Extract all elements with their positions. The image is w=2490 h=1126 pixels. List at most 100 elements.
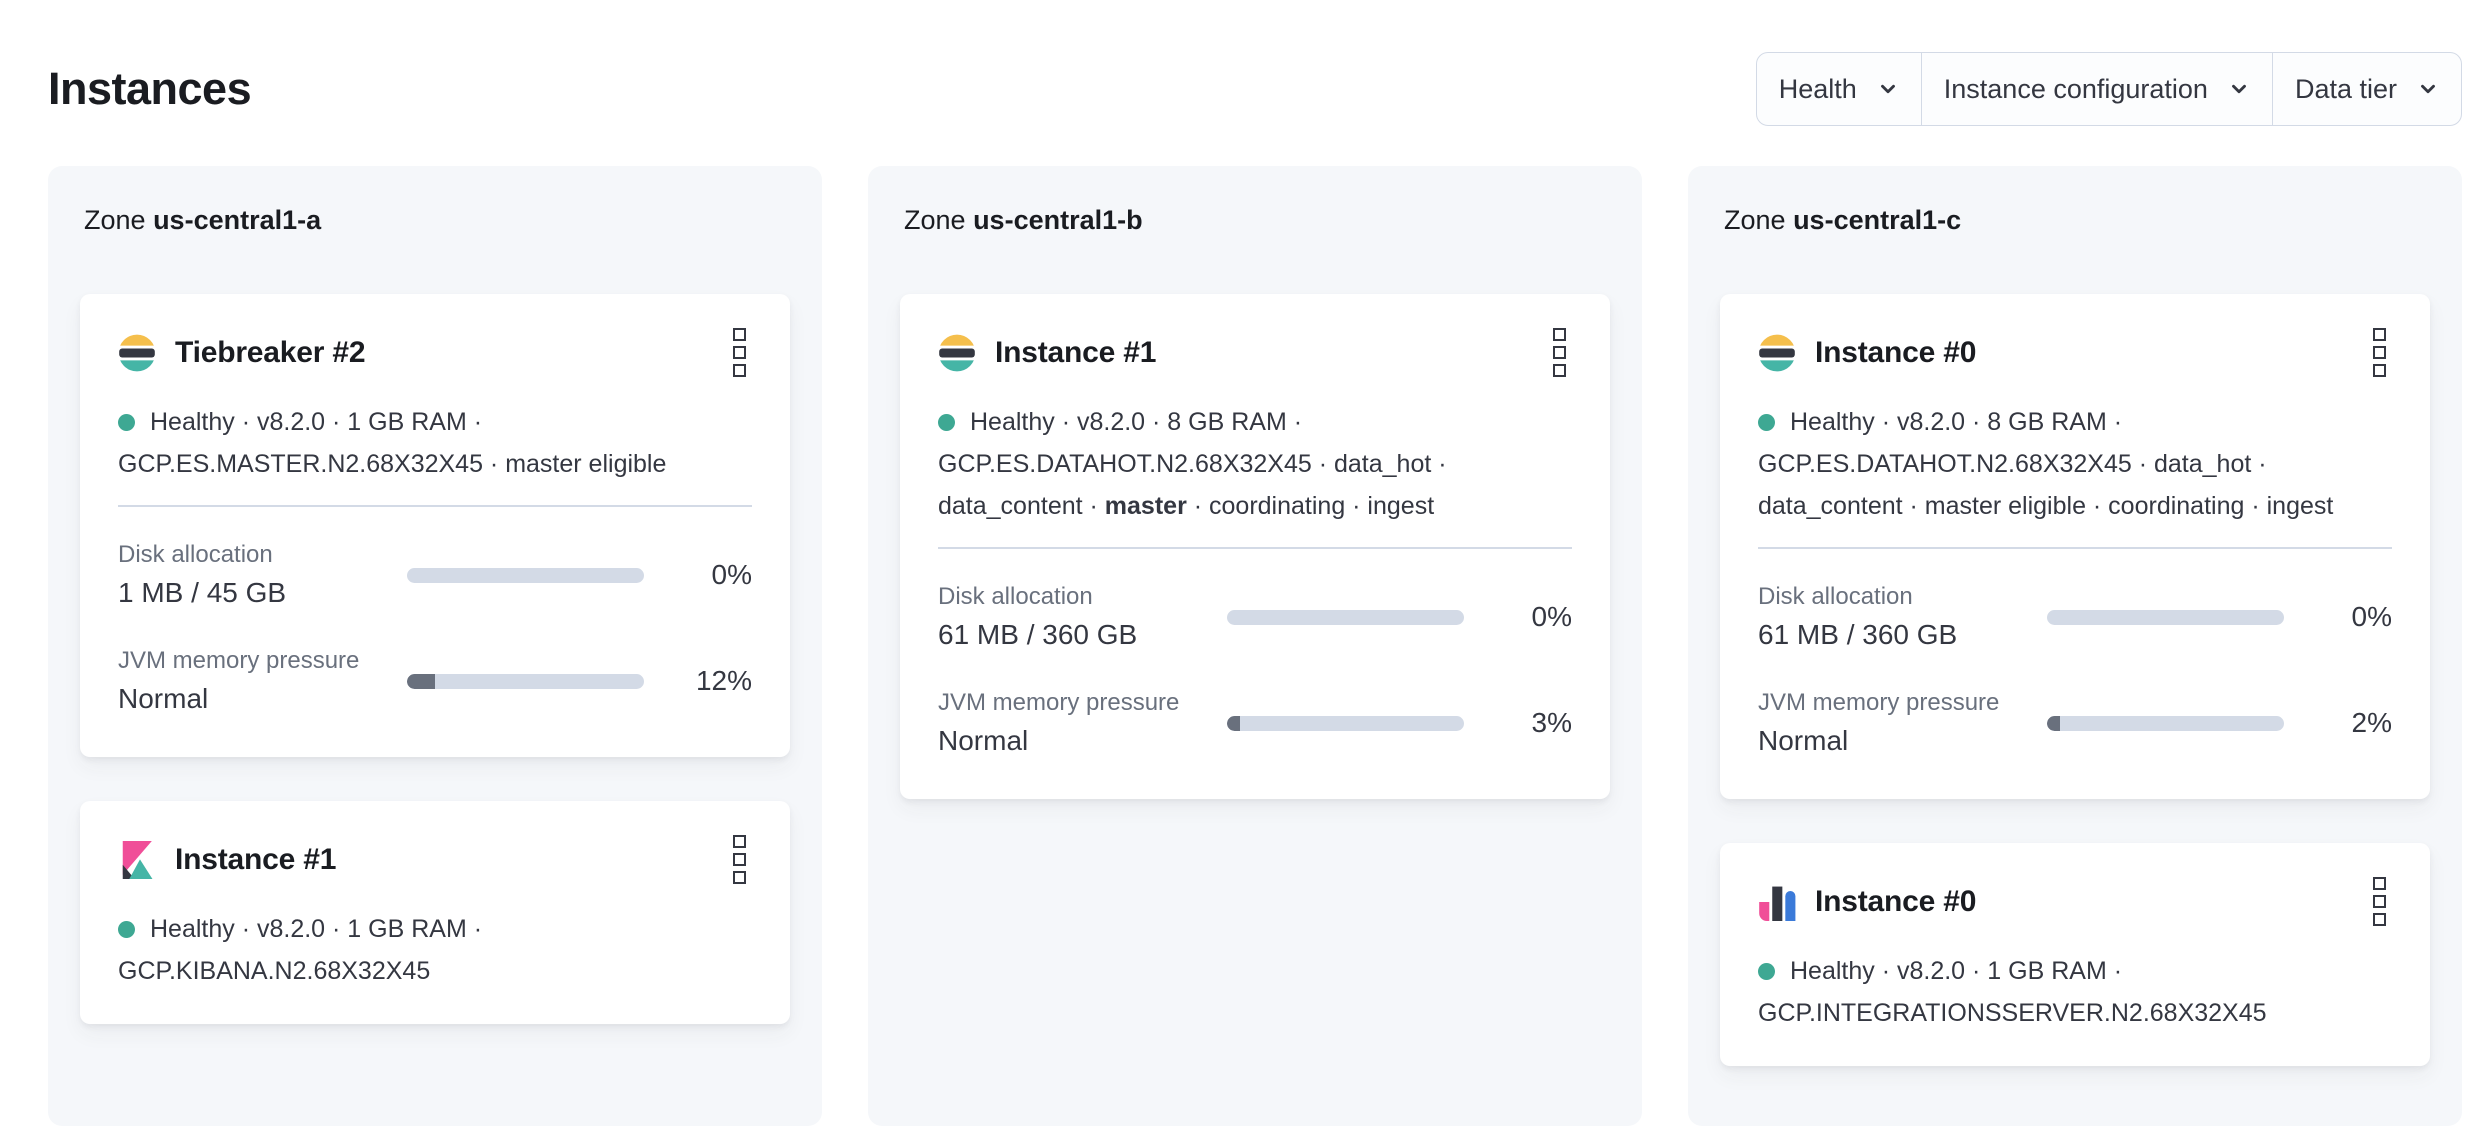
- topbar: Instances Health Instance configuration …: [48, 52, 2462, 126]
- integrations-server-logo-icon: [1758, 883, 1796, 921]
- metric-percent: 0%: [711, 559, 752, 590]
- status-line: data_content · master · coordinating · i…: [938, 485, 1572, 527]
- instance-card-es-0: Instance #0 Healthy · v8.2.0 · 8 GB RAM …: [1720, 294, 2430, 799]
- status-text: Healthy · v8.2.0 · 1 GB RAM ·: [1790, 957, 2123, 985]
- metric-percent: 12%: [695, 665, 752, 696]
- disk-allocation-bar: [1227, 609, 1464, 625]
- card-divider: [118, 505, 752, 507]
- instance-card-integrations-server-0: Instance #0 Healthy · v8.2.0 · 1 GB RAM …: [1720, 843, 2430, 1066]
- status-line: Healthy · v8.2.0 · 1 GB RAM ·: [1758, 950, 2392, 992]
- boxes-vertical-icon: [2373, 877, 2386, 890]
- status-text: GCP.KIBANA.N2.68X32X45: [118, 957, 431, 985]
- zone-us-central1-c: Zone us-central1-c Instance #: [1688, 166, 2462, 1126]
- elasticsearch-logo-icon: [938, 334, 976, 372]
- disk-allocation-bar: [407, 567, 644, 583]
- jvm-memory-pressure-bar: [2047, 715, 2284, 731]
- kibana-logo-icon: [118, 840, 156, 879]
- status-line: GCP.INTEGRATIONSSERVER.N2.68X32X45: [1758, 992, 2392, 1034]
- card-header: Tiebreaker #2: [118, 326, 752, 379]
- health-status-dot-icon: [118, 414, 135, 431]
- status-line: Healthy · v8.2.0 · 1 GB RAM ·: [118, 401, 752, 443]
- chevron-down-icon: [2232, 84, 2246, 94]
- metric-label: Disk allocation: [1758, 583, 1913, 610]
- metric-percent: 3%: [1531, 707, 1572, 738]
- filter-health-label: Health: [1778, 73, 1857, 104]
- status-line: GCP.ES.DATAHOT.N2.68X32X45 · data_hot ·: [1758, 443, 2392, 485]
- instance-card-es-1: Instance #1 Healthy · v8.2.0 · 8 GB RAM …: [900, 294, 1610, 799]
- zone-us-central1-a: Zone us-central1-a Tiebreaker: [48, 166, 822, 1126]
- chevron-down-icon: [2421, 84, 2435, 94]
- boxes-vertical-icon: [733, 328, 746, 341]
- status-line: data_content · master eligible · coordin…: [1758, 485, 2392, 527]
- jvm-memory-pressure-metric: JVM memory pressure Normal 12%: [118, 643, 752, 719]
- instance-card-tiebreaker-2: Tiebreaker #2 Healthy · v8.2.0 · 1 GB RA…: [80, 294, 790, 757]
- metric-label: JVM memory pressure: [118, 647, 360, 674]
- zone-name: us-central1-b: [973, 205, 1143, 235]
- status-text: · coordinating · ingest: [1186, 492, 1435, 520]
- zone-label: Zone us-central1-b: [904, 202, 1610, 238]
- disk-allocation-metric: Disk allocation 1 MB / 45 GB 0%: [118, 537, 752, 613]
- status-line: Healthy · v8.2.0 · 8 GB RAM ·: [1758, 401, 2392, 443]
- status-line: Healthy · v8.2.0 · 1 GB RAM ·: [118, 908, 752, 950]
- instance-title: Instance #0: [1815, 884, 1977, 918]
- boxes-vertical-icon: [2373, 328, 2386, 341]
- zone-name: us-central1-c: [1793, 205, 1962, 235]
- metric-label: JVM memory pressure: [938, 689, 1180, 716]
- zone-label: Zone us-central1-c: [1724, 202, 2430, 238]
- instance-menu-button[interactable]: [1547, 326, 1572, 379]
- filter-instance-configuration-label: Instance configuration: [1943, 73, 2208, 104]
- status-text: GCP.INTEGRATIONSSERVER.N2.68X32X45: [1758, 999, 2267, 1027]
- status-text: Healthy · v8.2.0 · 8 GB RAM ·: [1790, 408, 2123, 436]
- elasticsearch-logo-icon: [1758, 334, 1796, 372]
- instance-title: Tiebreaker #2: [175, 335, 366, 369]
- card-divider: [938, 547, 1572, 549]
- card-divider: [1758, 547, 2392, 549]
- zone-label: Zone us-central1-a: [84, 202, 790, 238]
- jvm-memory-pressure-bar: [1227, 715, 1464, 731]
- instance-menu-button[interactable]: [727, 833, 752, 886]
- instance-card-kibana-1: Instance #1 Healthy · v8.2.0 · 1 GB RAM …: [80, 801, 790, 1024]
- zone-name: us-central1-a: [153, 205, 322, 235]
- instance-title: Instance #1: [175, 842, 337, 876]
- instance-menu-button[interactable]: [727, 326, 752, 379]
- card-header: Instance #0: [1758, 875, 2392, 928]
- status-text: data_content · master eligible · coordin…: [1758, 492, 2334, 520]
- status-text: GCP.ES.DATAHOT.N2.68X32X45 · data_hot ·: [938, 450, 1447, 478]
- filter-data-tier-button[interactable]: Data tier: [2271, 53, 2461, 125]
- status-line: GCP.ES.MASTER.N2.68X32X45 · master eligi…: [118, 443, 752, 485]
- filter-instance-configuration-button[interactable]: Instance configuration: [1920, 53, 2272, 125]
- health-status-dot-icon: [1758, 414, 1775, 431]
- status-text-bold: master: [1104, 492, 1187, 520]
- instance-menu-button[interactable]: [2367, 326, 2392, 379]
- metric-value: Normal: [1758, 725, 1849, 756]
- status-line: Healthy · v8.2.0 · 8 GB RAM ·: [938, 401, 1572, 443]
- zone-word: Zone: [84, 205, 146, 235]
- health-status-dot-icon: [118, 921, 135, 938]
- metric-value: 61 MB / 360 GB: [938, 619, 1138, 650]
- metric-value: 61 MB / 360 GB: [1758, 619, 1958, 650]
- card-header: Instance #0: [1758, 326, 2392, 379]
- filter-data-tier-label: Data tier: [2294, 73, 2397, 104]
- metric-percent: 0%: [2351, 601, 2392, 632]
- page-title: Instances: [48, 63, 252, 114]
- boxes-vertical-icon: [733, 835, 746, 848]
- zones-row: Zone us-central1-a Tiebreaker: [48, 166, 2462, 1126]
- jvm-memory-pressure-bar: [407, 673, 644, 689]
- status-text: GCP.ES.MASTER.N2.68X32X45 · master eligi…: [118, 450, 667, 478]
- filter-health-button[interactable]: Health: [1757, 53, 1921, 125]
- disk-allocation-metric: Disk allocation 61 MB / 360 GB 0%: [938, 579, 1572, 655]
- zone-word: Zone: [904, 205, 966, 235]
- instance-title: Instance #0: [1815, 335, 1977, 369]
- instance-menu-button[interactable]: [2367, 875, 2392, 928]
- boxes-vertical-icon: [1553, 328, 1566, 341]
- chevron-down-icon: [1880, 84, 1895, 94]
- filter-group: Health Instance configuration Data tier: [1755, 52, 2462, 126]
- metric-percent: 2%: [2351, 707, 2392, 738]
- health-status-dot-icon: [938, 414, 955, 431]
- metric-label: Disk allocation: [118, 541, 273, 568]
- status-text: data_content ·: [938, 492, 1105, 520]
- status-text: Healthy · v8.2.0 · 1 GB RAM ·: [150, 915, 483, 943]
- status-text: Healthy · v8.2.0 · 8 GB RAM ·: [970, 408, 1303, 436]
- status-line: GCP.KIBANA.N2.68X32X45: [118, 950, 752, 992]
